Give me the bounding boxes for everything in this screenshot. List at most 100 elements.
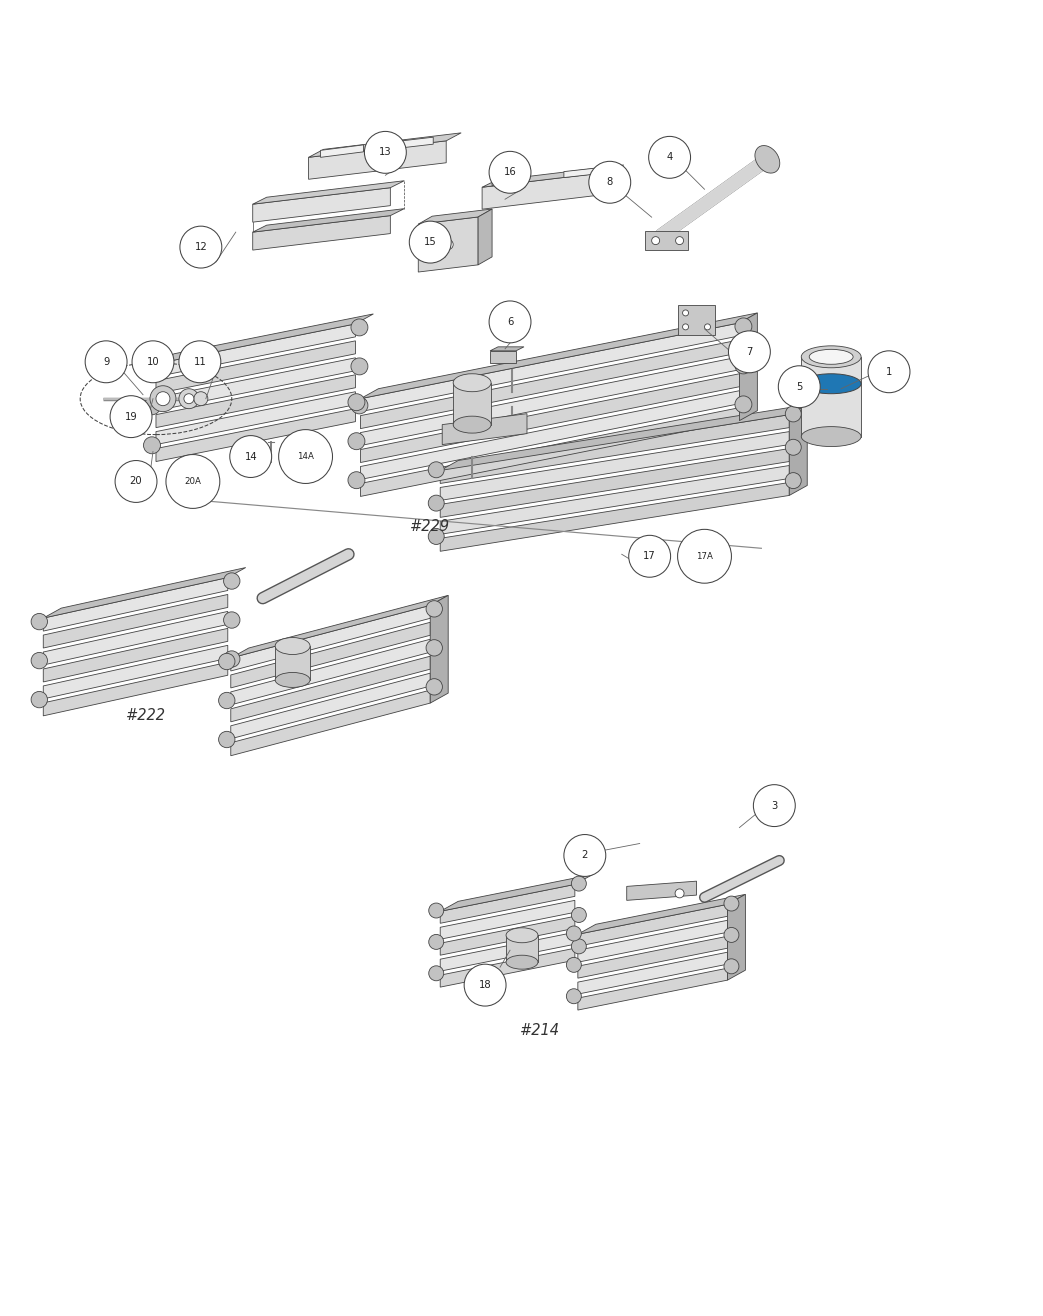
Text: 3: 3 bbox=[771, 800, 777, 811]
Polygon shape bbox=[361, 391, 739, 479]
Circle shape bbox=[348, 471, 365, 488]
Circle shape bbox=[31, 691, 48, 708]
Polygon shape bbox=[645, 232, 687, 250]
Polygon shape bbox=[482, 164, 624, 187]
Circle shape bbox=[629, 536, 671, 578]
Circle shape bbox=[278, 429, 333, 483]
Circle shape bbox=[724, 959, 738, 974]
Circle shape bbox=[348, 393, 365, 411]
Polygon shape bbox=[252, 188, 390, 222]
Circle shape bbox=[704, 324, 710, 330]
Polygon shape bbox=[790, 405, 807, 495]
Text: 1: 1 bbox=[886, 367, 892, 376]
Polygon shape bbox=[578, 953, 727, 994]
Circle shape bbox=[219, 732, 235, 747]
Circle shape bbox=[676, 237, 683, 245]
Polygon shape bbox=[156, 315, 373, 363]
Polygon shape bbox=[440, 874, 592, 911]
Polygon shape bbox=[231, 605, 431, 671]
Polygon shape bbox=[231, 640, 431, 705]
Polygon shape bbox=[578, 904, 727, 946]
Polygon shape bbox=[43, 662, 227, 716]
Polygon shape bbox=[43, 645, 227, 699]
Text: 2: 2 bbox=[582, 850, 588, 861]
Circle shape bbox=[753, 784, 795, 826]
Polygon shape bbox=[231, 595, 448, 658]
Circle shape bbox=[194, 392, 208, 405]
Polygon shape bbox=[231, 690, 431, 755]
Circle shape bbox=[566, 957, 581, 973]
Polygon shape bbox=[309, 133, 461, 158]
Ellipse shape bbox=[506, 955, 538, 969]
Polygon shape bbox=[440, 900, 575, 940]
Polygon shape bbox=[156, 375, 356, 428]
Circle shape bbox=[464, 965, 506, 1005]
Text: 9: 9 bbox=[103, 357, 110, 367]
Text: 7: 7 bbox=[746, 347, 753, 357]
Polygon shape bbox=[156, 341, 356, 393]
Polygon shape bbox=[231, 622, 431, 688]
Text: #222: #222 bbox=[126, 708, 166, 724]
Circle shape bbox=[489, 151, 531, 193]
Circle shape bbox=[166, 454, 220, 508]
Circle shape bbox=[572, 876, 586, 891]
Ellipse shape bbox=[453, 374, 491, 392]
Polygon shape bbox=[440, 884, 575, 924]
Circle shape bbox=[566, 926, 581, 941]
Circle shape bbox=[785, 440, 801, 455]
Ellipse shape bbox=[809, 349, 853, 365]
Text: 20: 20 bbox=[129, 476, 142, 487]
Circle shape bbox=[728, 330, 771, 372]
Circle shape bbox=[179, 341, 221, 383]
Circle shape bbox=[144, 397, 161, 415]
Polygon shape bbox=[361, 357, 739, 446]
Circle shape bbox=[682, 311, 688, 316]
Circle shape bbox=[429, 529, 444, 545]
Polygon shape bbox=[43, 595, 227, 647]
Polygon shape bbox=[43, 567, 246, 619]
Polygon shape bbox=[156, 409, 356, 462]
Text: 12: 12 bbox=[194, 242, 208, 253]
Circle shape bbox=[364, 132, 407, 174]
Circle shape bbox=[572, 908, 586, 923]
Text: 20A: 20A bbox=[185, 476, 201, 486]
Ellipse shape bbox=[275, 672, 310, 687]
Circle shape bbox=[179, 388, 199, 409]
Circle shape bbox=[868, 351, 909, 392]
Circle shape bbox=[678, 529, 731, 583]
Polygon shape bbox=[482, 172, 610, 209]
Circle shape bbox=[115, 461, 157, 503]
Circle shape bbox=[426, 640, 442, 657]
Polygon shape bbox=[440, 415, 790, 483]
Polygon shape bbox=[275, 646, 310, 680]
Ellipse shape bbox=[801, 426, 862, 446]
Circle shape bbox=[735, 396, 752, 413]
Text: 5: 5 bbox=[796, 382, 802, 392]
Circle shape bbox=[429, 934, 443, 949]
Circle shape bbox=[589, 162, 631, 203]
Text: 14: 14 bbox=[244, 451, 257, 462]
Circle shape bbox=[785, 472, 801, 488]
Polygon shape bbox=[418, 217, 478, 272]
Polygon shape bbox=[440, 405, 807, 471]
Circle shape bbox=[156, 392, 170, 405]
Polygon shape bbox=[231, 657, 431, 722]
Circle shape bbox=[566, 988, 581, 1004]
Polygon shape bbox=[320, 145, 363, 158]
Polygon shape bbox=[727, 895, 746, 980]
Circle shape bbox=[785, 405, 801, 422]
Text: 19: 19 bbox=[125, 412, 138, 421]
Text: 4: 4 bbox=[666, 153, 673, 162]
Circle shape bbox=[409, 221, 452, 263]
Circle shape bbox=[31, 613, 48, 630]
Polygon shape bbox=[578, 969, 727, 1011]
Polygon shape bbox=[578, 895, 746, 934]
Polygon shape bbox=[442, 413, 527, 445]
Polygon shape bbox=[252, 216, 390, 250]
Ellipse shape bbox=[801, 346, 862, 367]
Circle shape bbox=[219, 653, 235, 670]
Text: 15: 15 bbox=[423, 237, 437, 247]
Polygon shape bbox=[43, 612, 227, 665]
Polygon shape bbox=[252, 209, 405, 232]
Circle shape bbox=[184, 393, 194, 404]
